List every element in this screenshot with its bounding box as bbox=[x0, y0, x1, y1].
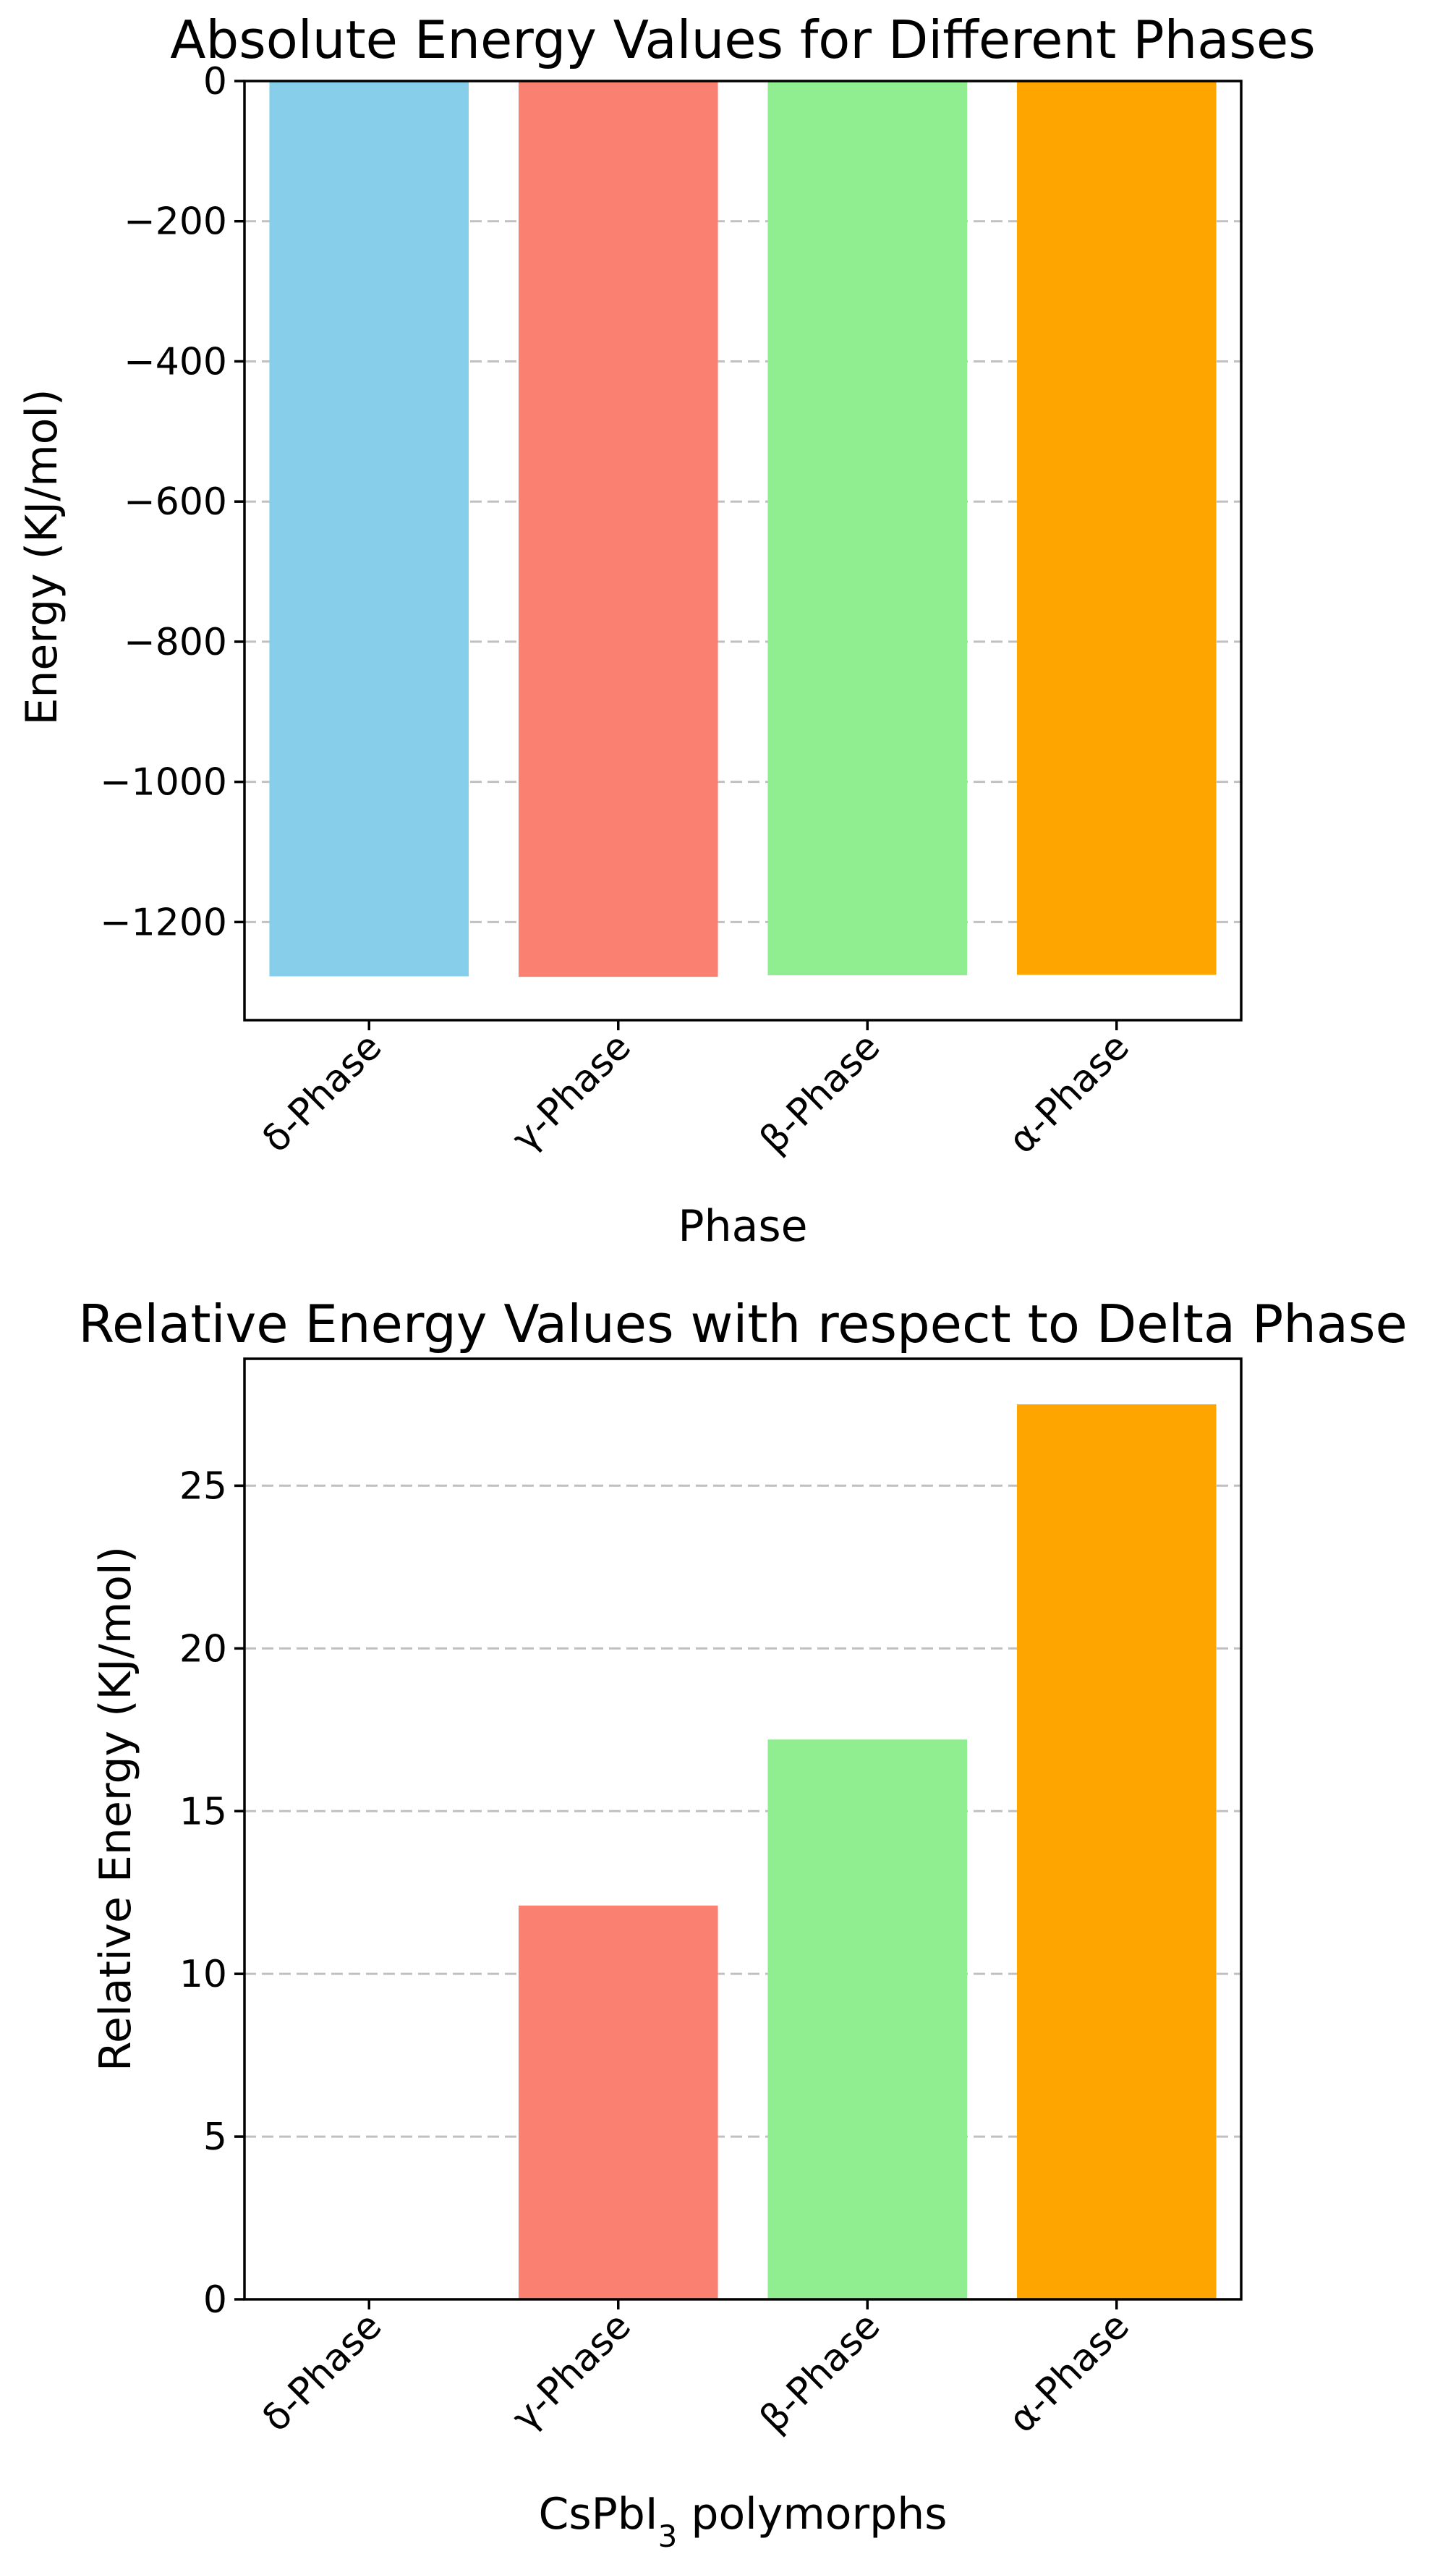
y-tick-label: −1000 bbox=[100, 761, 227, 805]
y-tick-label: −600 bbox=[124, 480, 227, 524]
y-tick-label: 0 bbox=[203, 2278, 227, 2322]
x-axis-label: Phase bbox=[678, 1201, 807, 1252]
y-axis-label: Energy (KJ/mol) bbox=[17, 389, 67, 725]
x-axis-ticks: δ-Phase γ-Phase β-Phase α-Phase bbox=[254, 1020, 1138, 1163]
bar bbox=[1016, 81, 1217, 975]
y-grid bbox=[244, 1484, 1241, 2138]
x-tick-label: β-Phase bbox=[752, 2304, 888, 2441]
y-tick-label: −1200 bbox=[100, 901, 227, 944]
plot-frame bbox=[243, 1357, 1243, 2301]
bar bbox=[1016, 1404, 1217, 2299]
chart-title: Absolute Energy Values for Different Pha… bbox=[170, 9, 1315, 70]
y-tick-label: −800 bbox=[124, 621, 227, 664]
y-tick-label: 15 bbox=[179, 1790, 227, 1833]
y-tick-label: 25 bbox=[179, 1464, 227, 1508]
y-axis-label: Relative Energy (KJ/mol) bbox=[90, 1546, 141, 2071]
x-tick-label: γ-Phase bbox=[504, 2304, 639, 2440]
y-axis-ticks: 0 5 10 15 20 25 bbox=[179, 1464, 244, 2322]
bar bbox=[767, 1739, 968, 2299]
bar bbox=[767, 81, 968, 976]
x-tick-label: β-Phase bbox=[752, 1025, 888, 1162]
absolute-energy-chart: Absolute Energy Values for Different Pha… bbox=[17, 9, 1316, 1252]
y-tick-label: −200 bbox=[124, 200, 227, 244]
bars bbox=[518, 1404, 1217, 2299]
bar bbox=[518, 1905, 718, 2299]
relative-energy-chart: Relative Energy Values with respect to D… bbox=[78, 1294, 1408, 2554]
x-axis-label: CsPbI3 polymorphs bbox=[538, 2489, 947, 2554]
x-tick-label: γ-Phase bbox=[504, 1025, 639, 1161]
x-tick-label: α-Phase bbox=[1000, 1025, 1138, 1163]
y-axis-ticks: 0 −200 −400 −600 −800 −1000 −1200 bbox=[100, 60, 244, 944]
x-axis-label-subscript: 3 bbox=[658, 2519, 678, 2554]
y-tick-label: 0 bbox=[203, 60, 227, 103]
y-tick-label: 10 bbox=[179, 1953, 227, 1996]
y-tick-label: 20 bbox=[179, 1627, 227, 1671]
x-tick-label: δ-Phase bbox=[254, 2304, 390, 2440]
plot-frame bbox=[243, 80, 1243, 1022]
bar bbox=[269, 81, 469, 977]
y-tick-label: 5 bbox=[203, 2116, 227, 2159]
y-tick-label: −400 bbox=[124, 340, 227, 383]
bar bbox=[518, 81, 718, 977]
bars bbox=[269, 81, 1217, 977]
x-tick-label: α-Phase bbox=[1000, 2304, 1138, 2442]
x-axis-ticks: δ-Phase γ-Phase β-Phase α-Phase bbox=[254, 2299, 1138, 2442]
x-tick-label: δ-Phase bbox=[254, 1025, 390, 1161]
chart-title: Relative Energy Values with respect to D… bbox=[78, 1294, 1408, 1354]
